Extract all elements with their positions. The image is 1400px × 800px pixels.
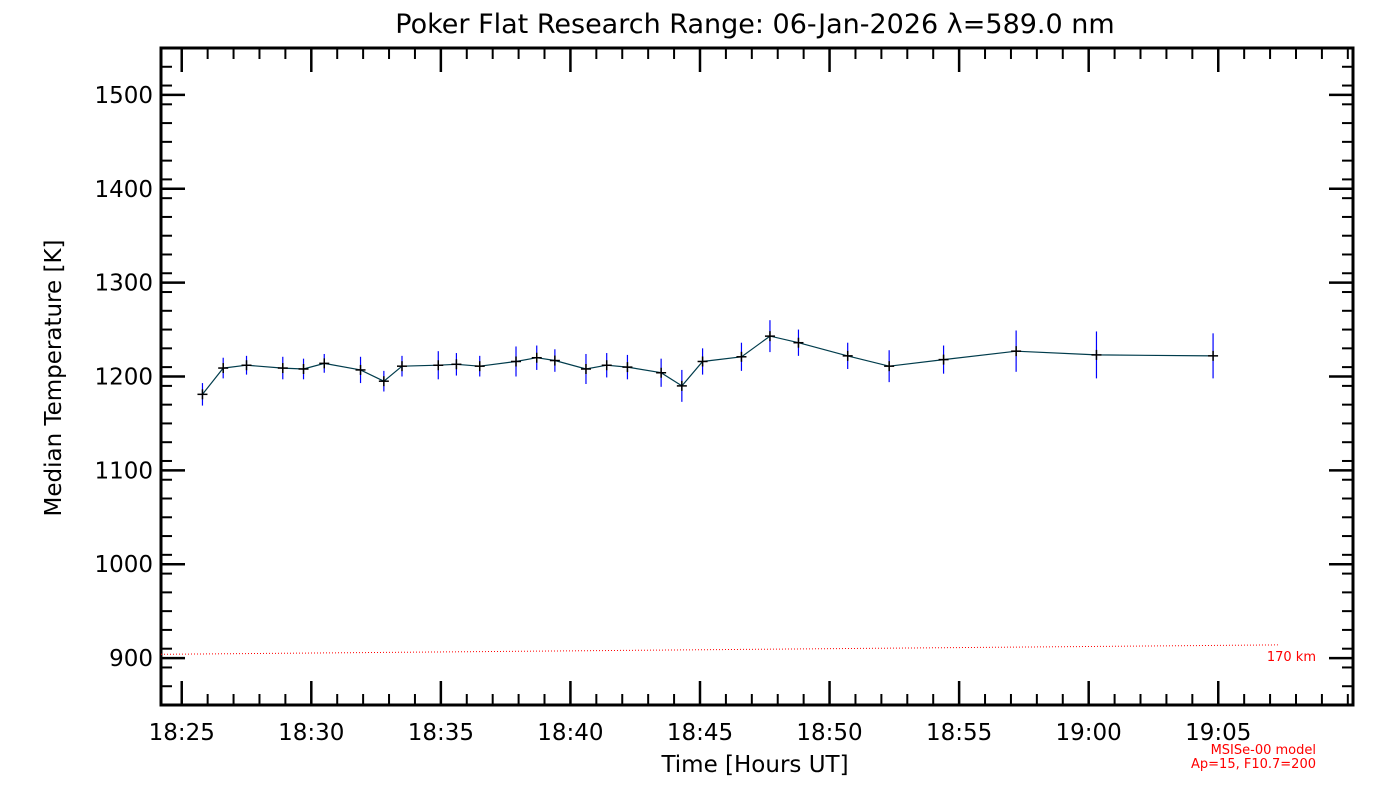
- y-tick-label: 900: [109, 646, 153, 672]
- y-axis-tick-labels: 900 1000 1100 1200 1300 1400 1500: [94, 83, 153, 672]
- x-axis-major-ticks: [180, 48, 1220, 705]
- y-tick-label: 1200: [94, 365, 153, 391]
- temperature-series-line: [202, 335, 1214, 395]
- model-altitude-label: 170 km: [1267, 650, 1316, 665]
- chart-title: Poker Flat Research Range: 06-Jan-2026 λ…: [395, 9, 1114, 40]
- y-axis-minor-ticks: [161, 47, 1353, 706]
- y-axis-major-ticks: [161, 93, 1353, 660]
- y-tick-label: 1500: [94, 83, 153, 109]
- x-tick-label: 19:00: [1056, 720, 1122, 746]
- x-tick-label: 18:55: [926, 720, 992, 746]
- model-curve-layer: [160, 644, 1278, 655]
- x-tick-label: 18:35: [408, 720, 474, 746]
- x-axis-tick-labels: 18:25 18:30 18:35 18:40 18:45 18:50 18:55 19:00…: [149, 720, 1252, 746]
- x-tick-label: 18:45: [667, 720, 733, 746]
- x-tick-label: 18:40: [537, 720, 603, 746]
- data-series-layer: [197, 320, 1219, 406]
- x-tick-label: 18:30: [278, 720, 344, 746]
- model-temperature-line: [160, 644, 1278, 655]
- x-tick-label: 19:05: [1185, 720, 1251, 746]
- model-name-label: MSISe-00 model: [1211, 743, 1316, 758]
- y-tick-label: 1100: [94, 458, 153, 484]
- plot-frame: [159, 46, 1355, 707]
- model-params-label: Ap=15, F10.7=200: [1191, 757, 1316, 772]
- x-axis-label: Time [Hours UT]: [660, 752, 848, 778]
- x-tick-label: 18:50: [796, 720, 862, 746]
- y-tick-label: 1000: [94, 552, 153, 578]
- y-axis-label: Median Temperature [K]: [41, 240, 67, 517]
- x-axis-minor-ticks: [206, 48, 1349, 705]
- x-tick-label: 18:25: [149, 720, 215, 746]
- y-tick-label: 1300: [94, 271, 153, 297]
- y-tick-label: 1400: [94, 177, 153, 203]
